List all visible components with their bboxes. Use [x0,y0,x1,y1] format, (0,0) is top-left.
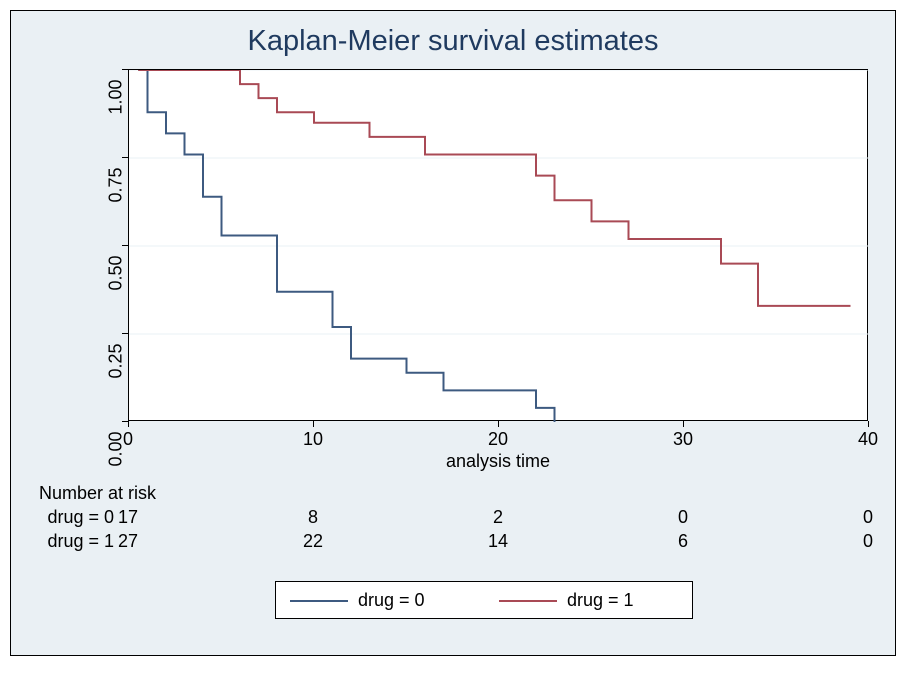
risk-value: 8 [308,507,318,528]
x-tick-mark [683,421,684,427]
legend-line [290,600,348,602]
risk-row-label: drug = 1 [47,531,114,552]
x-tick-mark [128,421,129,427]
risk-value: 27 [118,531,138,552]
x-tick-mark [313,421,314,427]
y-tick-mark [122,157,128,158]
legend: drug = 0 drug = 1 [275,581,693,619]
risk-value: 0 [678,507,688,528]
x-tick-label: 30 [673,429,693,450]
panel: Kaplan-Meier survival estimates 0.000.25… [10,10,896,656]
legend-item: drug = 0 [290,590,425,611]
x-axis-label: analysis time [446,451,550,472]
risk-value: 0 [863,531,873,552]
legend-line [499,600,557,602]
risk-value: 14 [488,531,508,552]
y-tick-mark [122,69,128,70]
y-tick-mark [122,333,128,334]
legend-label: drug = 0 [358,590,425,611]
risk-value: 2 [493,507,503,528]
plot-area [128,69,868,421]
risk-value: 0 [863,507,873,528]
legend-label: drug = 1 [567,590,634,611]
risk-value: 17 [118,507,138,528]
x-tick-label: 20 [488,429,508,450]
risk-value: 6 [678,531,688,552]
risk-value: 22 [303,531,323,552]
risk-table-header: Number at risk [39,483,156,504]
y-tick-mark [122,245,128,246]
y-tick-label: 1.00 [106,80,127,115]
chart-title: Kaplan-Meier survival estimates [11,25,895,58]
y-tick-label: 0.75 [106,168,127,203]
plot-svg [129,70,869,422]
x-tick-label: 10 [303,429,323,450]
risk-row-label: drug = 0 [47,507,114,528]
x-tick-mark [498,421,499,427]
figure-canvas: Kaplan-Meier survival estimates 0.000.25… [0,0,920,674]
x-tick-label: 0 [123,429,133,450]
y-tick-label: 0.50 [106,256,127,291]
legend-item: drug = 1 [499,590,634,611]
y-tick-label: 0.25 [106,344,127,379]
x-tick-label: 40 [858,429,878,450]
x-tick-mark [868,421,869,427]
